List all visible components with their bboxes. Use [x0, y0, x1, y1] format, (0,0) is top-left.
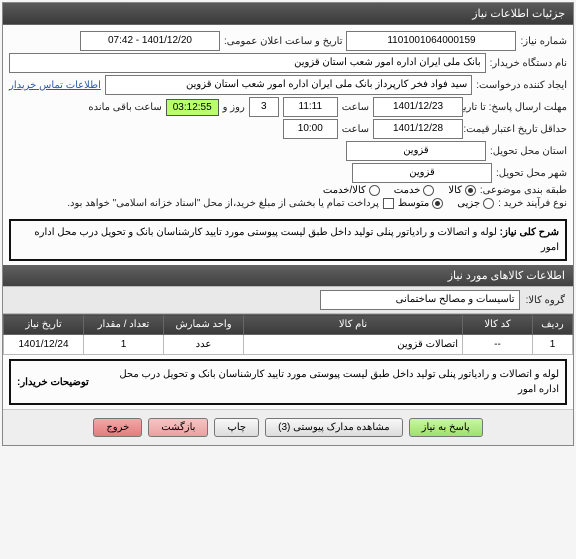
class-option-0[interactable]: کالا [448, 185, 476, 196]
exit-button[interactable]: خروج [93, 418, 142, 437]
deadline-label: مهلت ارسال پاسخ: تا تاریخ: [467, 102, 567, 113]
back-button[interactable]: بازگشت [148, 418, 208, 437]
col-name: نام کالا [244, 315, 463, 335]
days-left-field: 3 [249, 97, 279, 117]
requester-field: سید فواد فخر کارپرداز بانک ملی ایران ادا… [105, 75, 472, 95]
class-option-1[interactable]: خدمت [394, 185, 435, 196]
day-and-label: روز و [223, 102, 245, 113]
goods-group-label: گروه کالا: [526, 295, 565, 306]
delivery-province-field: قزوین [346, 141, 486, 161]
buyer-org-field: بانک ملی ایران اداره امور شعب استان قزوی… [9, 53, 486, 73]
delivery-province-label: استان محل تحویل: [490, 146, 567, 157]
purchase-option-0[interactable]: جزیی [457, 198, 494, 209]
cell-date: 1401/12/24 [4, 335, 84, 355]
subject-class-group: کالا خدمت کالا/خدمت [323, 185, 476, 196]
col-unit: واحد شمارش [164, 315, 244, 335]
time-label-2: ساعت [342, 124, 369, 135]
attachments-button[interactable]: مشاهده مدارک پیوستی (3) [265, 418, 403, 437]
table-header-row: ردیف کد کالا نام کالا واحد شمارش تعداد /… [4, 315, 573, 335]
purchase-type-group: جزیی متوسط [398, 198, 494, 209]
radio-icon [432, 198, 443, 209]
goods-group-row: گروه کالا: تاسیسات و مصالح ساختمانی [3, 286, 573, 314]
panel-title: جزئیات اطلاعات نیاز [3, 3, 573, 25]
purchase-type-label: نوع فرآیند خرید : [498, 198, 567, 209]
need-no-field: 1101001064000159 [346, 31, 516, 51]
need-no-label: شماره نیاز: [520, 36, 567, 47]
purchase-option-1-label: متوسط [398, 198, 429, 209]
deadline-date-field: 1401/12/23 [373, 97, 463, 117]
class-option-0-label: کالا [448, 185, 462, 196]
radio-icon [465, 185, 476, 196]
col-code: کد کالا [463, 315, 533, 335]
class-option-2[interactable]: کالا/خدمت [323, 185, 380, 196]
remaining-label: ساعت باقی مانده [88, 102, 161, 113]
price-valid-label: حداقل تاریخ اعتبار قیمت: تا تاریخ: [467, 124, 567, 135]
cell-row: 1 [533, 335, 573, 355]
cell-code: -- [463, 335, 533, 355]
purchase-option-1[interactable]: متوسط [398, 198, 443, 209]
buyer-org-label: نام دستگاه خریدار: [490, 58, 567, 69]
col-date: تاریخ نیاز [4, 315, 84, 335]
table-row[interactable]: 1 -- اتصالات قزوین عدد 1 1401/12/24 [4, 335, 573, 355]
deadline-time-field: 11:11 [283, 97, 338, 117]
goods-table: ردیف کد کالا نام کالا واحد شمارش تعداد /… [3, 314, 573, 355]
buyer-note-text: لوله و اتصالات و رادیاتور پنلی تولید داخ… [95, 361, 565, 403]
radio-icon [369, 185, 380, 196]
buyer-note-box: لوله و اتصالات و رادیاتور پنلی تولید داخ… [9, 359, 567, 405]
radio-icon [423, 185, 434, 196]
print-button[interactable]: چاپ [214, 418, 259, 437]
need-description-text: لوله و اتصالات و رادیاتور پنلی تولید داخ… [34, 227, 559, 253]
respond-button[interactable]: پاسخ به نیاز [409, 418, 483, 437]
goods-group-field: تاسیسات و مصالح ساختمانی [320, 290, 520, 310]
button-bar: پاسخ به نیاز مشاهده مدارک پیوستی (3) چاپ… [3, 409, 573, 445]
class-option-1-label: خدمت [394, 185, 421, 196]
buyer-note-label: توضیحات خریدار: [11, 361, 95, 403]
delivery-city-field: قزوین [352, 163, 492, 183]
cell-qty: 1 [84, 335, 164, 355]
cell-unit: عدد [164, 335, 244, 355]
price-valid-date-field: 1401/12/28 [373, 119, 463, 139]
need-description-box: شرح کلی نیاز: لوله و اتصالات و رادیاتور … [9, 219, 567, 261]
goods-section-title: اطلاعات کالاهای مورد نیاز [3, 265, 573, 286]
form-area: شماره نیاز: 1101001064000159 تاریخ و ساع… [3, 25, 573, 215]
remaining-time: 03:12:55 [166, 99, 219, 116]
details-panel: جزئیات اطلاعات نیاز شماره نیاز: 11010010… [2, 2, 574, 446]
radio-icon [483, 198, 494, 209]
class-option-2-label: کالا/خدمت [323, 185, 366, 196]
requester-label: ایجاد کننده درخواست: [476, 80, 567, 91]
time-label-1: ساعت [342, 102, 369, 113]
payment-note: پرداخت تمام یا بخشی از مبلغ خرید،از محل … [67, 198, 379, 209]
delivery-city-label: شهر محل تحویل: [496, 168, 567, 179]
col-qty: تعداد / مقدار [84, 315, 164, 335]
pub-datetime-label: تاریخ و ساعت اعلان عمومی: [224, 36, 343, 47]
contact-link[interactable]: اطلاعات تماس خریدار [9, 80, 101, 91]
purchase-option-0-label: جزیی [457, 198, 480, 209]
need-description-label: شرح کلی نیاز: [500, 227, 559, 238]
payment-checkbox[interactable] [383, 198, 394, 209]
cell-name: اتصالات قزوین [244, 335, 463, 355]
col-row: ردیف [533, 315, 573, 335]
price-valid-time-field: 10:00 [283, 119, 338, 139]
subject-class-label: طبقه بندی موضوعی: [480, 185, 567, 196]
pub-datetime-field: 1401/12/20 - 07:42 [80, 31, 220, 51]
